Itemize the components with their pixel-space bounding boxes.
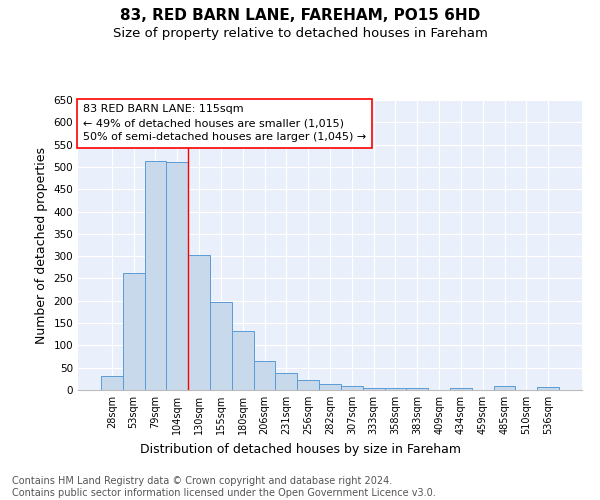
- Bar: [145, 161, 166, 390]
- Bar: [406, 388, 428, 390]
- Bar: [341, 386, 363, 390]
- Bar: [297, 380, 319, 390]
- Bar: [385, 388, 406, 390]
- Bar: [319, 384, 341, 390]
- Bar: [363, 388, 385, 390]
- Bar: [101, 376, 123, 390]
- Bar: [537, 388, 559, 390]
- Bar: [450, 388, 472, 390]
- Text: Distribution of detached houses by size in Fareham: Distribution of detached houses by size …: [139, 442, 461, 456]
- Bar: [210, 302, 232, 390]
- Bar: [123, 272, 145, 390]
- Bar: [254, 361, 275, 390]
- Bar: [494, 386, 515, 390]
- Bar: [232, 331, 254, 390]
- Text: Size of property relative to detached houses in Fareham: Size of property relative to detached ho…: [113, 28, 487, 40]
- Y-axis label: Number of detached properties: Number of detached properties: [35, 146, 48, 344]
- Text: Contains HM Land Registry data © Crown copyright and database right 2024.
Contai: Contains HM Land Registry data © Crown c…: [12, 476, 436, 498]
- Bar: [275, 373, 297, 390]
- Text: 83 RED BARN LANE: 115sqm
← 49% of detached houses are smaller (1,015)
50% of sem: 83 RED BARN LANE: 115sqm ← 49% of detach…: [83, 104, 366, 142]
- Bar: [166, 162, 188, 390]
- Bar: [188, 256, 210, 390]
- Text: 83, RED BARN LANE, FAREHAM, PO15 6HD: 83, RED BARN LANE, FAREHAM, PO15 6HD: [120, 8, 480, 22]
